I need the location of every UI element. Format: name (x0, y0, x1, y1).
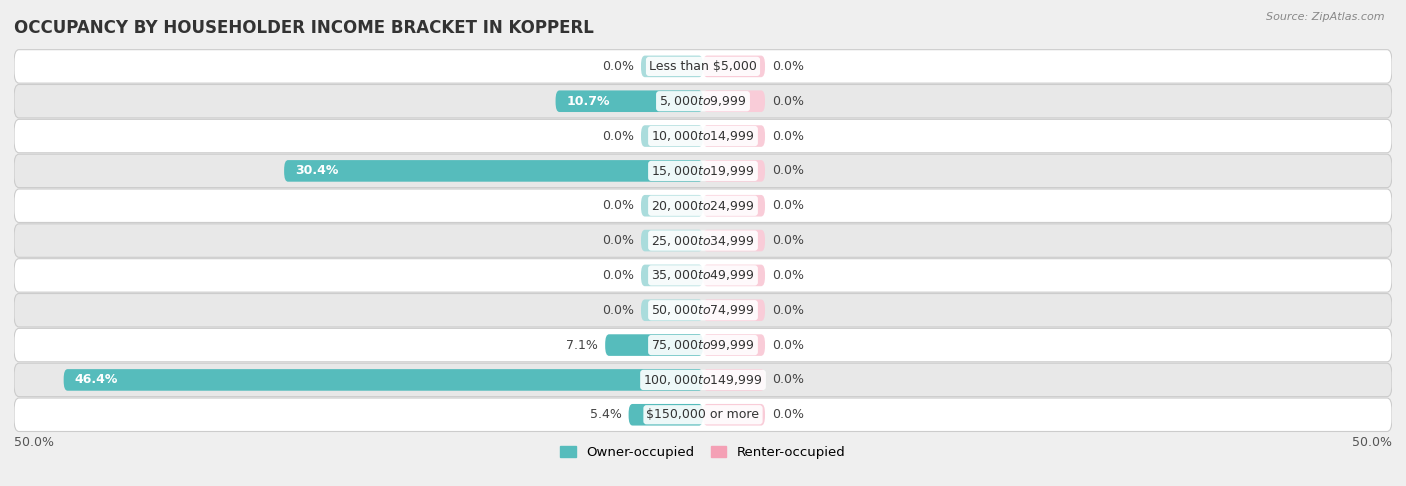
Text: 0.0%: 0.0% (772, 95, 804, 108)
Text: $35,000 to $49,999: $35,000 to $49,999 (651, 268, 755, 282)
FancyBboxPatch shape (703, 195, 765, 217)
Text: $50,000 to $74,999: $50,000 to $74,999 (651, 303, 755, 317)
FancyBboxPatch shape (641, 195, 703, 217)
Text: 0.0%: 0.0% (772, 269, 804, 282)
Text: $5,000 to $9,999: $5,000 to $9,999 (659, 94, 747, 108)
FancyBboxPatch shape (14, 224, 1392, 257)
FancyBboxPatch shape (14, 50, 1392, 83)
FancyBboxPatch shape (14, 398, 1392, 432)
FancyBboxPatch shape (703, 334, 765, 356)
Text: $20,000 to $24,999: $20,000 to $24,999 (651, 199, 755, 213)
Text: 10.7%: 10.7% (567, 95, 610, 108)
Text: 0.0%: 0.0% (772, 234, 804, 247)
FancyBboxPatch shape (555, 90, 703, 112)
Text: 0.0%: 0.0% (772, 408, 804, 421)
Text: 50.0%: 50.0% (14, 436, 53, 450)
FancyBboxPatch shape (14, 294, 1392, 327)
Text: $15,000 to $19,999: $15,000 to $19,999 (651, 164, 755, 178)
Text: 0.0%: 0.0% (602, 234, 634, 247)
FancyBboxPatch shape (641, 264, 703, 286)
FancyBboxPatch shape (641, 230, 703, 251)
FancyBboxPatch shape (628, 404, 703, 426)
FancyBboxPatch shape (703, 369, 765, 391)
FancyBboxPatch shape (641, 299, 703, 321)
Text: 0.0%: 0.0% (602, 60, 634, 73)
FancyBboxPatch shape (703, 90, 765, 112)
Text: 0.0%: 0.0% (772, 304, 804, 317)
FancyBboxPatch shape (641, 55, 703, 77)
Text: 7.1%: 7.1% (567, 339, 599, 351)
Text: 0.0%: 0.0% (602, 130, 634, 142)
FancyBboxPatch shape (14, 154, 1392, 188)
FancyBboxPatch shape (703, 160, 765, 182)
Text: 0.0%: 0.0% (772, 373, 804, 386)
Text: 0.0%: 0.0% (772, 199, 804, 212)
Text: 0.0%: 0.0% (602, 269, 634, 282)
Text: 0.0%: 0.0% (602, 199, 634, 212)
Text: 0.0%: 0.0% (602, 304, 634, 317)
FancyBboxPatch shape (703, 404, 765, 426)
Text: 46.4%: 46.4% (75, 373, 118, 386)
FancyBboxPatch shape (14, 329, 1392, 362)
Text: 0.0%: 0.0% (772, 130, 804, 142)
Text: $150,000 or more: $150,000 or more (647, 408, 759, 421)
Text: 0.0%: 0.0% (772, 164, 804, 177)
Text: $25,000 to $34,999: $25,000 to $34,999 (651, 234, 755, 247)
FancyBboxPatch shape (14, 85, 1392, 118)
Text: Less than $5,000: Less than $5,000 (650, 60, 756, 73)
Text: OCCUPANCY BY HOUSEHOLDER INCOME BRACKET IN KOPPERL: OCCUPANCY BY HOUSEHOLDER INCOME BRACKET … (14, 18, 593, 36)
Text: $10,000 to $14,999: $10,000 to $14,999 (651, 129, 755, 143)
Text: $100,000 to $149,999: $100,000 to $149,999 (644, 373, 762, 387)
FancyBboxPatch shape (14, 363, 1392, 397)
FancyBboxPatch shape (641, 125, 703, 147)
FancyBboxPatch shape (14, 120, 1392, 153)
FancyBboxPatch shape (703, 125, 765, 147)
FancyBboxPatch shape (63, 369, 703, 391)
FancyBboxPatch shape (605, 334, 703, 356)
Text: 0.0%: 0.0% (772, 60, 804, 73)
FancyBboxPatch shape (14, 189, 1392, 223)
FancyBboxPatch shape (703, 55, 765, 77)
Legend: Owner-occupied, Renter-occupied: Owner-occupied, Renter-occupied (555, 440, 851, 464)
FancyBboxPatch shape (703, 299, 765, 321)
Text: 30.4%: 30.4% (295, 164, 339, 177)
Text: 0.0%: 0.0% (772, 339, 804, 351)
Text: $75,000 to $99,999: $75,000 to $99,999 (651, 338, 755, 352)
FancyBboxPatch shape (284, 160, 703, 182)
FancyBboxPatch shape (703, 230, 765, 251)
FancyBboxPatch shape (14, 259, 1392, 292)
Text: Source: ZipAtlas.com: Source: ZipAtlas.com (1267, 12, 1385, 22)
Text: 5.4%: 5.4% (591, 408, 621, 421)
FancyBboxPatch shape (703, 264, 765, 286)
Text: 50.0%: 50.0% (1353, 436, 1392, 450)
